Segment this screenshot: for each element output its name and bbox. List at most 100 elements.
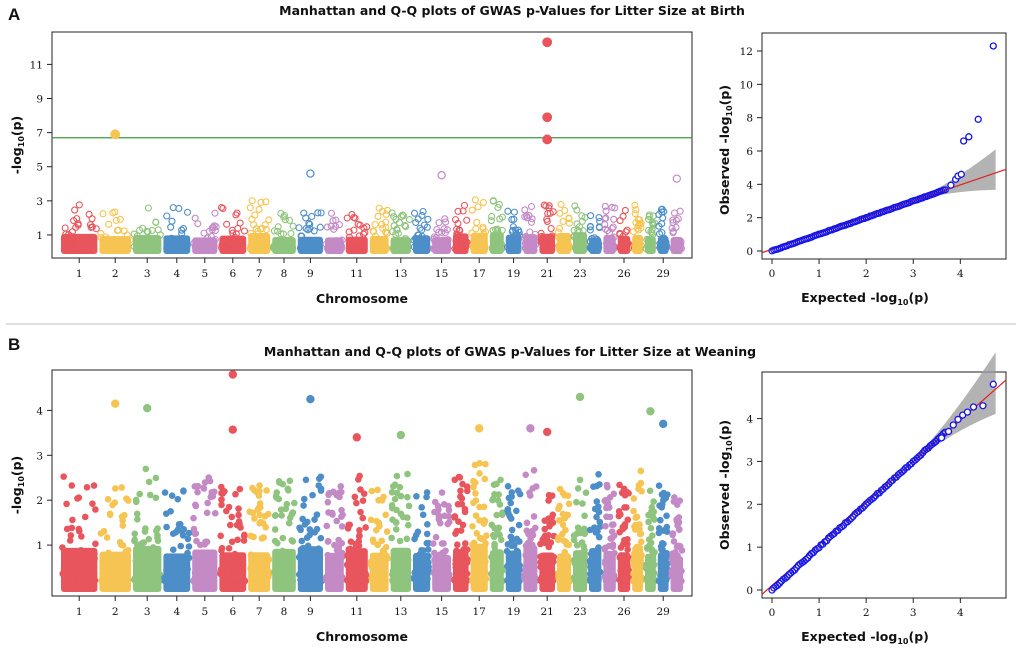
snp-point (352, 540, 359, 548)
x-tick-label: 23 (573, 268, 586, 280)
snp-point (471, 196, 479, 204)
x-tick-label: 2 (863, 607, 870, 619)
snp-point (143, 244, 151, 252)
snp-point (561, 548, 569, 556)
snp-point (636, 530, 644, 538)
qq-tail-point (969, 403, 978, 411)
snp-point (314, 209, 322, 217)
snp-point (350, 564, 358, 572)
panel-b-title: Manhattan and Q-Q plots of GWAS p-Values… (264, 344, 756, 359)
snp-point (325, 491, 332, 499)
snp-point (176, 520, 184, 528)
snp-point (637, 538, 645, 546)
snp-point (265, 555, 273, 563)
snp-point (103, 534, 111, 541)
snp-point (304, 542, 312, 550)
snp-point (513, 232, 522, 240)
snp-point (90, 482, 98, 489)
snp-point (469, 577, 476, 585)
snp-point (546, 241, 554, 249)
snp-point (180, 577, 188, 585)
snp-point (329, 511, 336, 518)
snp-point (396, 483, 404, 491)
snp-point (401, 573, 408, 581)
snp-point (137, 540, 144, 548)
snp-point (452, 530, 459, 537)
snp-point (594, 555, 601, 563)
snp-point (490, 481, 498, 488)
snp-point (481, 475, 489, 483)
snp-point (327, 209, 336, 217)
snp-point (152, 494, 160, 502)
snp-point (672, 223, 680, 231)
snp-point (211, 235, 219, 244)
snp-point (499, 567, 506, 574)
snp-point (586, 222, 594, 230)
snp-point (315, 545, 322, 552)
snp-point (403, 244, 411, 252)
snp-point (136, 490, 144, 498)
snp-point (658, 503, 665, 511)
snp-point (205, 577, 212, 585)
snp-point (356, 472, 363, 480)
snp-point (537, 563, 544, 571)
snp-point (418, 504, 425, 511)
snp-point (371, 221, 379, 229)
significant-snp-point (306, 394, 315, 404)
snp-point (445, 513, 453, 520)
snp-point (228, 513, 236, 521)
y-tick-label: 2 (36, 495, 43, 507)
snp-point (118, 484, 126, 491)
snp-point (281, 572, 289, 580)
snp-point (84, 574, 91, 581)
snp-point (112, 216, 120, 224)
snp-point (657, 516, 664, 524)
snp-point (251, 515, 258, 522)
x-tick-label: 19 (507, 268, 520, 280)
x-tick-label: 29 (657, 606, 670, 618)
x-tick-label: 9 (307, 606, 314, 618)
snp-point (359, 236, 367, 244)
snp-point (355, 232, 363, 240)
snp-point (123, 495, 130, 502)
snp-point (391, 495, 399, 503)
snp-point (404, 493, 411, 501)
snp-point (655, 482, 663, 489)
snp-point (280, 565, 288, 573)
y-tick-label: 9 (36, 94, 43, 106)
snp-point (116, 245, 124, 253)
snp-point (193, 537, 200, 545)
snp-point (255, 492, 263, 499)
y-tick-label: 1 (36, 540, 43, 552)
snp-point (389, 576, 397, 584)
snp-point (603, 226, 611, 235)
qq-point (775, 579, 784, 587)
snp-point (579, 227, 587, 235)
snp-point (109, 243, 117, 251)
snp-point (604, 562, 612, 570)
snp-point (368, 487, 376, 495)
manhattan-b-top-hits (110, 370, 668, 442)
qq-tail-point (959, 137, 968, 145)
snp-point (388, 534, 395, 542)
snp-point (107, 576, 114, 583)
qq-point (838, 523, 846, 531)
y-tick-label: 7 (36, 128, 43, 140)
snp-point (468, 206, 476, 214)
snp-point (152, 218, 160, 226)
snp-point (236, 573, 244, 581)
significant-snp-point (542, 112, 553, 123)
snp-point (618, 552, 625, 559)
snp-point (389, 516, 396, 523)
snp-point (231, 567, 239, 575)
qq-a-xlabel: Expected -log10(p) (801, 290, 929, 307)
snp-point (339, 551, 346, 559)
snp-point (655, 230, 664, 238)
snp-point (131, 530, 139, 538)
snp-point (106, 510, 114, 518)
snp-point (295, 553, 303, 561)
snp-point (65, 570, 73, 577)
snp-point (255, 504, 263, 511)
snp-point (258, 577, 265, 585)
